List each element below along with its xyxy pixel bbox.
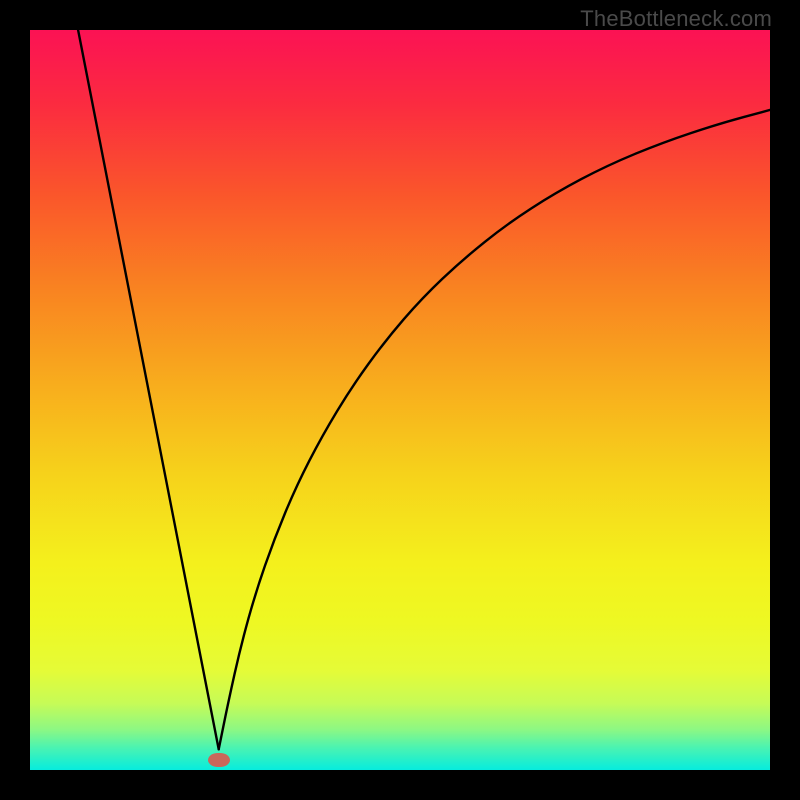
plot-area	[30, 30, 770, 770]
minimum-marker	[208, 753, 230, 767]
watermark-text: TheBottleneck.com	[580, 6, 772, 32]
curve-right-branch	[219, 110, 770, 749]
curve-left-branch	[78, 30, 219, 749]
bottleneck-curve	[30, 30, 770, 770]
chart-container: TheBottleneck.com	[0, 0, 800, 800]
